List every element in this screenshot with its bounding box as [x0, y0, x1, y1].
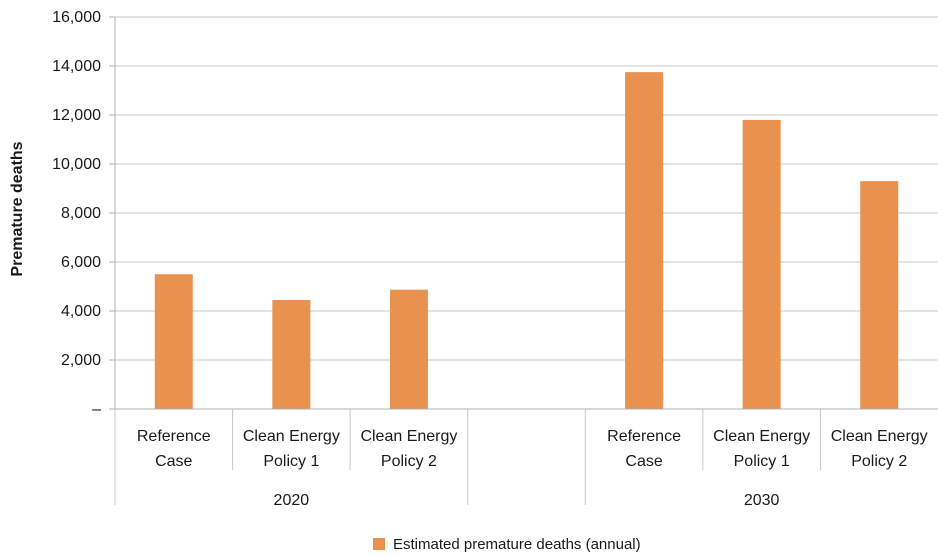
legend: Estimated premature deaths (annual): [373, 536, 641, 553]
x-category-label-line2: Policy 1: [263, 453, 319, 470]
y-tick-label: 8,000: [61, 205, 101, 222]
x-category-label-line1: Clean Energy: [243, 428, 340, 445]
bar: [742, 119, 781, 410]
bar: [154, 274, 193, 409]
y-tick-label: 2,000: [61, 352, 101, 369]
bars: [154, 72, 899, 410]
y-tick-label: 14,000: [52, 58, 101, 75]
x-axis: Reference Case Clean Energy Policy 1 Clean E…: [114, 17, 938, 509]
x-category-label-line2: Policy 2: [851, 453, 907, 470]
x-category-label-line1: Reference: [607, 428, 681, 445]
y-tick-label: 10,000: [52, 156, 101, 173]
y-tick-label: –: [92, 401, 101, 418]
x-category-label-line1: Clean Energy: [713, 428, 810, 445]
x-category-label-line2: Case: [155, 453, 192, 470]
x-category-label-line1: Clean Energy: [831, 428, 928, 445]
x-category-label-line2: Policy 2: [381, 453, 437, 470]
x-category-label-line1: Reference: [137, 428, 211, 445]
y-tick-label: 12,000: [52, 107, 101, 124]
y-axis-ticks: – 2,000 4,000 6,000 8,000 10,000 12,000 14,000 1…: [52, 9, 115, 418]
legend-swatch: [373, 538, 385, 550]
x-group-label: 2020: [274, 492, 310, 509]
bar: [272, 299, 311, 409]
x-group-label: 2030: [744, 492, 780, 509]
x-category-label-line2: Policy 1: [734, 453, 790, 470]
y-tick-label: 6,000: [61, 254, 101, 271]
grid-lines: [115, 16, 938, 361]
bar: [389, 289, 428, 409]
x-category-label-line1: Clean Energy: [360, 428, 457, 445]
legend-label: Estimated premature deaths (annual): [393, 536, 641, 553]
bar: [860, 181, 899, 409]
y-axis-label: Premature deaths: [9, 141, 26, 276]
y-tick-label: 4,000: [61, 303, 101, 320]
bar: [625, 72, 664, 409]
x-category-label-line2: Case: [625, 453, 662, 470]
y-tick-label: 16,000: [52, 9, 101, 26]
